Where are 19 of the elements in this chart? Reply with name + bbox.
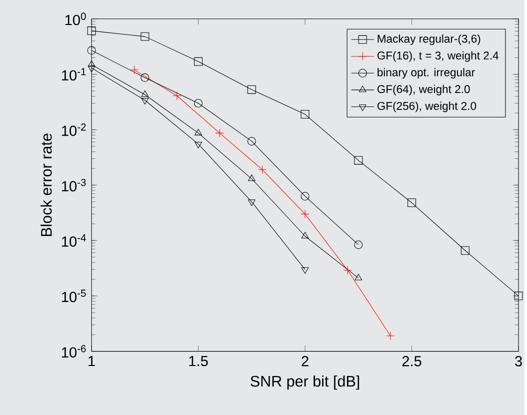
y-tick-label: 10$^{-6}$ xyxy=(62,345,86,358)
legend-label: GF(16), t = 3, weight 2.4 xyxy=(377,51,498,62)
y-tick-label: 10$^{-1}$ xyxy=(62,68,86,81)
x-tick-label: 2.5 xyxy=(402,356,422,366)
y-tick-label: 10$^{-4}$ xyxy=(62,234,86,247)
x-axis-title: SNR per bit [dB] xyxy=(250,375,360,390)
x-tick-label: 1.5 xyxy=(189,356,208,366)
y-tick-label: 10$^{0}$ xyxy=(65,12,86,26)
y-tick-label: 10$^{-3}$ xyxy=(62,178,86,192)
legend-label: binary opt. irregular xyxy=(378,68,475,79)
x-tick-label: 2 xyxy=(302,356,308,366)
legend-label: GF(256), weight 2.0 xyxy=(377,102,476,112)
x-tick-label: 1 xyxy=(88,356,95,366)
legend-label: GF(64), weight 2.0 xyxy=(377,84,470,96)
x-tick-label: 3 xyxy=(515,356,522,366)
y-axis-title: Block error rate xyxy=(40,134,52,236)
y-tick-label: 10$^{-5}$ xyxy=(62,290,86,302)
legend-label: Mackay regular-(3,6) xyxy=(378,34,480,45)
y-tick-label: 10$^{-2}$ xyxy=(62,123,86,136)
